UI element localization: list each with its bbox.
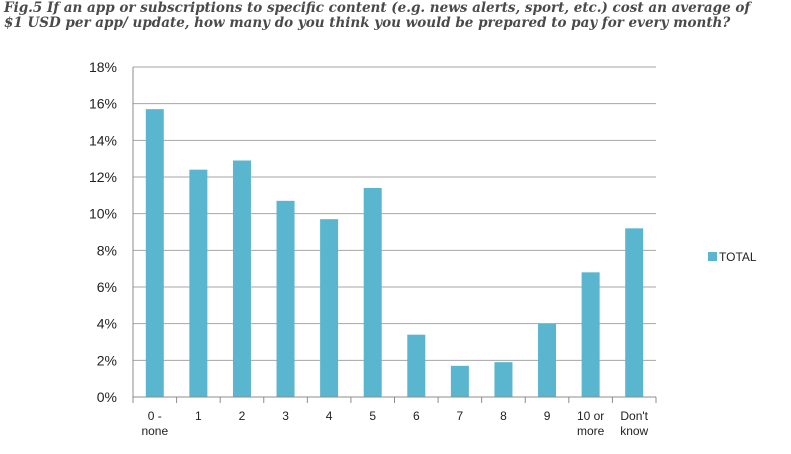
chart-legend: TOTAL: [708, 250, 757, 264]
x-tick-label: 10 or: [577, 409, 604, 423]
y-tick-label: 16%: [89, 96, 117, 112]
x-tick-label: know: [620, 424, 648, 438]
y-tick-label: 8%: [97, 242, 117, 258]
bar: [450, 365, 469, 397]
bar: [625, 228, 644, 397]
bar: [189, 169, 208, 397]
legend-label: TOTAL: [719, 250, 757, 264]
x-tick-label: 8: [500, 409, 507, 423]
y-tick-label: 4%: [97, 316, 117, 332]
x-tick-label: none: [141, 424, 168, 438]
y-tick-label: 14%: [89, 132, 117, 148]
y-tick-label: 18%: [89, 59, 117, 75]
chart-bars: [145, 109, 644, 398]
x-tick-label: 5: [369, 409, 376, 423]
y-tick-label: 2%: [97, 352, 117, 368]
bar: [363, 188, 382, 397]
x-tick-label: 1: [195, 409, 202, 423]
x-tick-label: more: [577, 424, 605, 438]
x-tick-label: Don't: [620, 409, 648, 423]
x-tick-label: 6: [413, 409, 420, 423]
legend-swatch: [708, 252, 717, 261]
bar: [581, 272, 600, 397]
y-tick-label: 10%: [89, 206, 117, 222]
y-axis-ticks: 0% 2% 4% 6% 8% 10% 12% 14% 16% 18%: [89, 59, 117, 405]
bar: [407, 334, 426, 397]
x-tick-label: 2: [239, 409, 246, 423]
bar: [494, 362, 513, 397]
y-tick-label: 12%: [89, 169, 117, 185]
figure-title-line-1: Fig.5 If an app or subscriptions to spec…: [4, 0, 751, 16]
x-tick-label: 0 -: [148, 409, 162, 423]
y-tick-label: 0%: [97, 389, 117, 405]
x-tick-label: 9: [544, 409, 551, 423]
bar: [145, 109, 164, 398]
bar: [232, 160, 251, 397]
bar: [276, 200, 295, 397]
x-tick-label: 4: [326, 409, 333, 423]
figure-title-line-2: $1 USD per app/ update, how many do you …: [4, 15, 731, 31]
bar: [538, 323, 557, 397]
x-tick-label: 7: [457, 409, 464, 423]
chart-axes: [132, 67, 657, 403]
y-tick-label: 6%: [97, 279, 117, 295]
figure-title: Fig.5 If an app or subscriptions to spec…: [4, 1, 790, 31]
x-tick-label: 3: [282, 409, 289, 423]
bar: [320, 219, 339, 397]
chart-gridlines: [133, 66, 656, 361]
